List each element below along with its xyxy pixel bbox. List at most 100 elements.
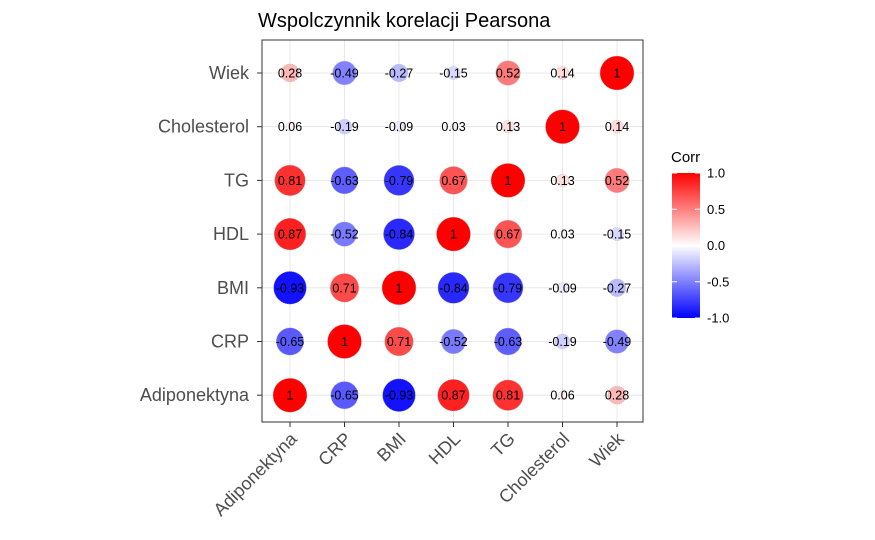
correlation-value: -0.63: [330, 174, 359, 188]
correlation-circle: [558, 390, 567, 400]
correlation-value: 0.52: [605, 174, 629, 188]
correlation-value: -0.09: [548, 281, 577, 295]
correlation-value: 0.67: [496, 228, 520, 242]
panel-border: [261, 39, 644, 423]
correlation-value: -0.09: [385, 120, 414, 134]
correlation-circle: [607, 385, 627, 405]
correlation-circle: [381, 270, 417, 306]
correlation-value: 1: [287, 389, 294, 403]
correlation-circle: [610, 120, 624, 134]
x-tick-label: BMI: [373, 429, 410, 466]
correlation-value: 0.52: [496, 67, 520, 81]
correlation-circle: [382, 378, 416, 412]
y-tick-label: Cholesterol: [158, 117, 249, 137]
correlation-circle: [494, 327, 522, 356]
correlation-circle: [557, 282, 568, 294]
correlation-value: -0.65: [276, 335, 305, 349]
correlation-circle: [272, 377, 308, 413]
legend-title: Corr: [671, 149, 700, 166]
correlation-value: -0.84: [439, 281, 468, 295]
correlation-circle: [383, 164, 415, 196]
legend-tick-label: 0.5: [707, 202, 725, 217]
correlation-circle: [599, 55, 635, 91]
correlation-circle: [285, 122, 295, 132]
correlation-cells: 0.28 -0.49 -0.27 -0.15 0.52 0.14 1 0.06 -0.19 -0.…: [272, 55, 635, 413]
y-tick-label: BMI: [217, 278, 249, 298]
correlation-circle: [393, 121, 405, 133]
correlation-value: -0.84: [385, 228, 414, 242]
correlation-value: 0.06: [278, 120, 302, 134]
correlation-value: 1: [341, 335, 348, 349]
correlation-circle: [492, 272, 524, 304]
legend-tick-label: 1.0: [707, 166, 725, 181]
y-tick-label: CRP: [211, 332, 249, 352]
correlation-circle: [274, 164, 306, 196]
correlation-circle: [490, 163, 526, 198]
correlation-circle: [501, 120, 515, 134]
correlation-circle: [607, 278, 627, 297]
correlation-circle: [336, 118, 353, 135]
correlation-circle: [280, 63, 300, 83]
correlation-value: 0.87: [441, 389, 465, 403]
correlation-circle: [389, 63, 409, 83]
correlation-value: -0.52: [439, 335, 468, 349]
correlation-value: -0.93: [385, 389, 414, 403]
legend-tick-label: -0.5: [707, 274, 729, 289]
correlation-circle: [555, 66, 570, 80]
correlation-value: 0.87: [278, 228, 302, 242]
correlation-value: -0.79: [494, 281, 523, 295]
correlation-value: -0.19: [548, 335, 577, 349]
correlation-value: 1: [505, 174, 512, 188]
correlation-value: 0.81: [278, 174, 302, 188]
correlation-circle: [437, 271, 470, 304]
correlation-value: 0.71: [387, 335, 411, 349]
correlation-value: -0.27: [603, 281, 632, 295]
correlation-value: 0.81: [496, 389, 520, 403]
y-axis-labels: Wiek Cholesterol TG HDL BMI CRP Adiponektyna: [140, 63, 262, 405]
correlation-value: 0.14: [550, 67, 574, 81]
correlation-value: 1: [559, 120, 566, 134]
correlation-circle: [440, 328, 467, 355]
correlation-circle: [545, 109, 580, 144]
legend-tick-label: -1.0: [707, 311, 729, 326]
y-tick-label: TG: [224, 170, 249, 190]
correlation-circle: [332, 60, 357, 86]
y-tick-label: Wiek: [209, 63, 250, 83]
correlation-value: -0.15: [603, 228, 632, 242]
correlation-value: 1: [614, 67, 621, 81]
correlation-value: -0.63: [494, 335, 523, 349]
correlation-value: -0.15: [439, 67, 468, 81]
correlation-value: 0.13: [550, 174, 574, 188]
legend-tick-label: 0.0: [707, 238, 725, 253]
correlation-circle: [610, 227, 624, 241]
correlation-value: 0.06: [550, 389, 574, 403]
chart-title: Wspolczynnik korelacji Pearsona: [258, 10, 551, 32]
correlation-circle: [437, 379, 470, 412]
correlation-circle: [493, 219, 523, 249]
correlation-circle: [495, 60, 521, 86]
correlation-circle: [554, 333, 571, 350]
y-tick-label: HDL: [213, 224, 249, 244]
correlation-circle: [331, 221, 358, 247]
correlation-circle: [559, 230, 566, 238]
correlation-value: 0.03: [550, 228, 574, 242]
correlation-value: 0.71: [332, 281, 356, 295]
y-tick-label: Adiponektyna: [140, 385, 250, 405]
correlation-value: 0.67: [441, 174, 465, 188]
correlation-circle: [604, 167, 630, 193]
correlation-circle: [446, 66, 461, 80]
correlation-value: 1: [450, 228, 457, 242]
correlation-circle: [330, 381, 359, 410]
correlation-value: -0.49: [330, 67, 359, 81]
x-tick-label: Wiek: [585, 428, 628, 471]
correlation-value: -0.65: [330, 389, 359, 403]
correlation-value: -0.27: [385, 67, 414, 81]
correlation-circle: [384, 326, 414, 357]
correlation-value: -0.19: [330, 120, 359, 134]
correlation-value: 0.14: [605, 120, 629, 134]
correlation-value: -0.93: [276, 281, 305, 295]
correlation-value: 0.13: [496, 120, 520, 134]
x-tick-label: TG: [487, 429, 519, 461]
